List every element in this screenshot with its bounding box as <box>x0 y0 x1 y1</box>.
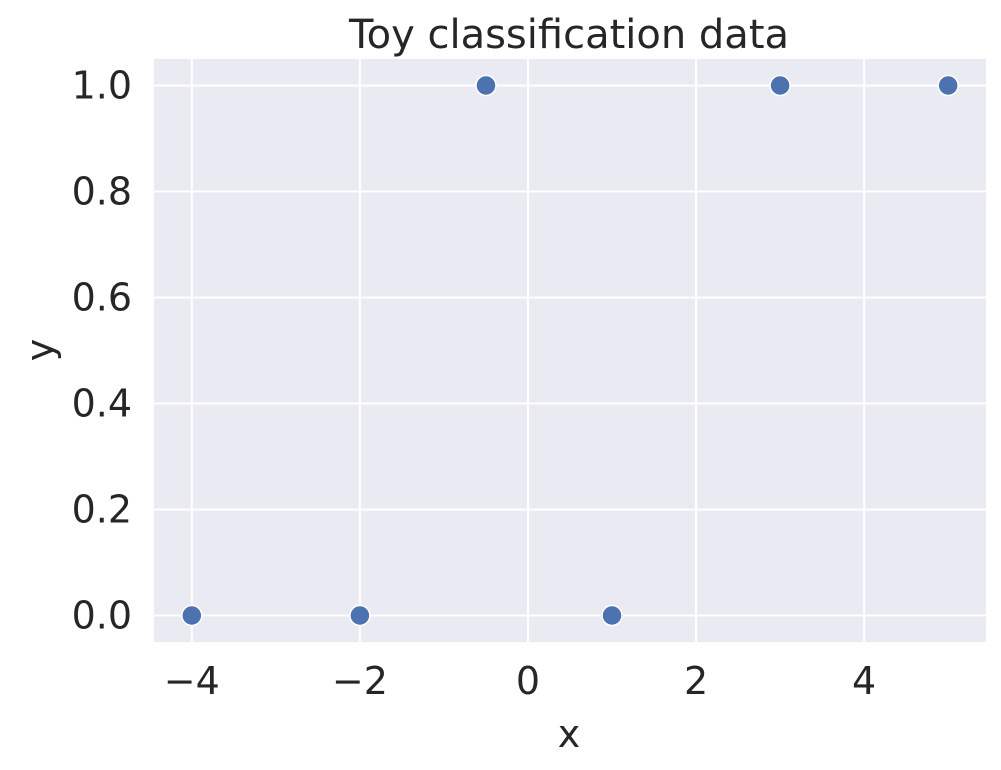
data-points <box>181 74 959 627</box>
y-axis-ticks: 0.0 0.2 0.4 0.6 0.8 1.0 <box>72 64 132 638</box>
y-tick-label: 0.4 <box>72 382 132 426</box>
x-tick-label: 4 <box>852 659 876 703</box>
x-tick-label: −2 <box>332 659 388 703</box>
x-axis-label: x <box>558 712 581 756</box>
plot-area <box>154 59 986 642</box>
y-tick-label: 0.2 <box>72 488 132 532</box>
data-point <box>349 604 371 627</box>
gridlines <box>154 59 986 642</box>
data-point <box>475 74 497 97</box>
x-tick-label: −4 <box>164 659 220 703</box>
data-point <box>769 74 791 97</box>
x-axis-ticks: −4 −2 0 2 4 <box>164 659 876 703</box>
data-point <box>937 74 959 97</box>
chart-title: Toy classification data <box>348 12 789 58</box>
data-point <box>181 604 203 627</box>
y-tick-label: 0.8 <box>72 170 132 214</box>
x-tick-label: 2 <box>684 659 708 703</box>
x-tick-label: 0 <box>516 659 540 703</box>
y-axis-label: y <box>18 339 62 362</box>
y-tick-label: 0.6 <box>72 276 132 320</box>
y-tick-label: 1.0 <box>72 64 132 108</box>
data-point <box>601 604 623 627</box>
y-tick-label: 0.0 <box>72 594 132 638</box>
